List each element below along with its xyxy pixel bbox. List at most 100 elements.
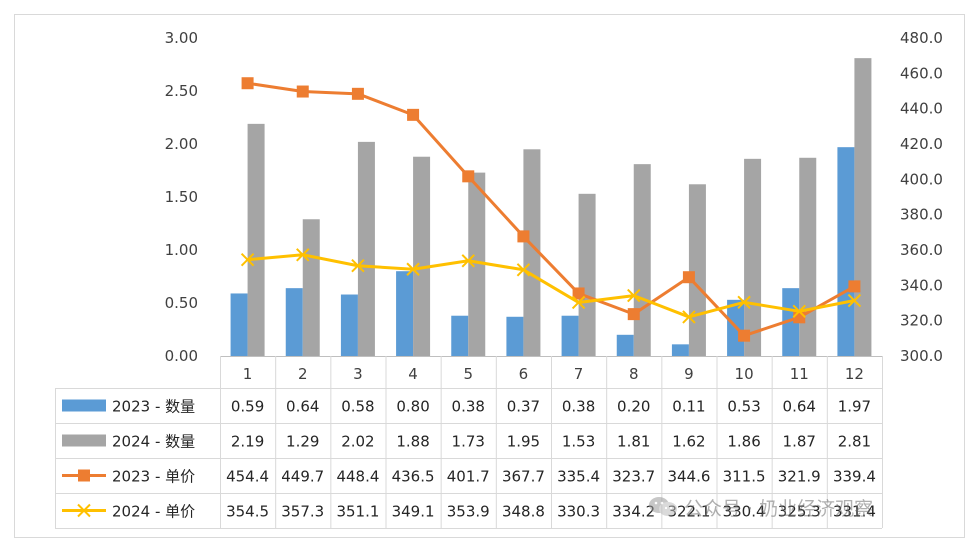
line-point-x [296,248,310,262]
data-table-cell: 323.7 [612,468,655,486]
x-category-label: 7 [574,365,584,383]
line-point-square [572,287,585,300]
data-table-cell: 1.87 [783,433,816,451]
data-table-cell: 321.9 [778,468,821,486]
x-category-label: 12 [845,365,864,383]
line-point-x [792,304,806,319]
data-table-cell: 0.64 [783,398,816,416]
x-category-label: 2 [298,365,308,383]
data-table-cell: 1.97 [838,398,871,416]
line-point-square [627,308,640,321]
bar-b [578,193,596,356]
data-table-cell: 2.81 [838,433,871,451]
data-table-cell: 0.37 [507,398,540,416]
line-point-square [682,271,695,284]
bar-b [799,157,817,356]
x-category-label: 9 [684,365,694,383]
bar-b [854,58,872,356]
bars [230,58,872,356]
bar-a [285,288,303,356]
bar-a [671,344,689,356]
line-point-x [240,253,255,267]
y-left-tick-label: 2.50 [165,82,198,100]
wechat-logo-icon [648,496,678,518]
data-table-cell: 339.4 [833,468,876,486]
y-right-tick-label: 340.0 [900,276,943,294]
y-left-tick-label: 1.50 [165,188,198,206]
bar-b [413,156,431,356]
data-table-cell: 0.38 [452,398,485,416]
bar-b [744,158,762,356]
data-table-cell: 351.1 [336,503,379,521]
data-table-cell: 1.86 [727,433,760,451]
y-right-tick-label: 440.0 [900,100,943,118]
data-table-cell: 1.53 [562,433,595,451]
line-point-x [737,295,751,310]
y-right-tick-label: 380.0 [900,206,943,224]
line-point-x [682,310,696,324]
data-table-cell: 2.19 [231,433,264,451]
data-table-cell: 354.5 [226,503,269,521]
y-right-tick-label: 360.0 [900,241,943,259]
watermark: 公众号 · 奶业经济观察 [648,490,873,524]
line-point-square [738,329,751,342]
data-table-cell: 454.4 [226,468,269,486]
data-table-cell: 401.7 [447,468,490,486]
data-table-cell: 1.62 [672,433,705,451]
y-right-tick-label: 480.0 [900,29,943,47]
y-left-tick-label: 3.00 [165,29,198,47]
bar-b [247,123,265,356]
legend-label: 2023 - 数量 [112,398,195,416]
line-point-x [571,295,586,310]
line-point-square [296,85,309,98]
data-table-cell: 331.4 [833,503,876,521]
y-right-tick-label: 400.0 [900,170,943,188]
data-table-cell: 436.5 [392,468,435,486]
data-table-cell: 1.81 [617,433,650,451]
bar-a [782,288,800,356]
y-right-tick-label: 420.0 [900,135,943,153]
data-table-cell: 330.3 [557,503,600,521]
watermark-text: 公众号 · 奶业经济观察 [684,497,874,520]
data-table-cell: 322.1 [667,503,710,521]
data-table-cell: 0.20 [617,398,650,416]
bar-b [468,172,486,356]
bar-a [451,315,469,356]
data-table-cell: 449.7 [281,468,324,486]
x-category-label: 3 [353,365,363,383]
y-left-tick-label: 1.00 [165,241,198,259]
bar-a [561,315,579,356]
x-category-label: 11 [790,365,809,383]
bar-b [523,149,541,356]
data-table-cell: 1.95 [507,433,540,451]
bar-a [340,294,358,356]
y-right-tick-label: 300.0 [900,347,943,365]
x-category-label: 5 [463,365,473,383]
line-point-square [241,77,254,90]
data-table-cell: 311.5 [723,468,766,486]
line-point-square [848,280,861,293]
data-table-cell: 0.64 [286,398,319,416]
y-left-tick-label: 0.00 [165,347,198,365]
bar-b [688,184,706,356]
x-category-label: 4 [408,365,418,383]
data-table-cell: 1.88 [396,433,429,451]
data-table-cell: 0.58 [341,398,374,416]
bar-a [506,316,524,356]
line-point-x [351,259,365,273]
data-table-cell: 0.80 [396,398,429,416]
line-point-square [351,87,364,100]
line-point-x [461,254,475,268]
y-left-tick-label: 0.50 [165,294,198,312]
data-table-cell: 448.4 [336,468,379,486]
data-table-cell: 349.1 [392,503,435,521]
x-category-label: 8 [629,365,639,383]
line-point-x [516,263,531,277]
data-table-cell: 344.6 [667,468,710,486]
data-table-cell: 0.11 [672,398,705,416]
data-table-cell: 353.9 [447,503,490,521]
series-line [247,253,855,319]
data-table-cell: 334.2 [612,503,655,521]
data-table-cell: 0.59 [231,398,264,416]
